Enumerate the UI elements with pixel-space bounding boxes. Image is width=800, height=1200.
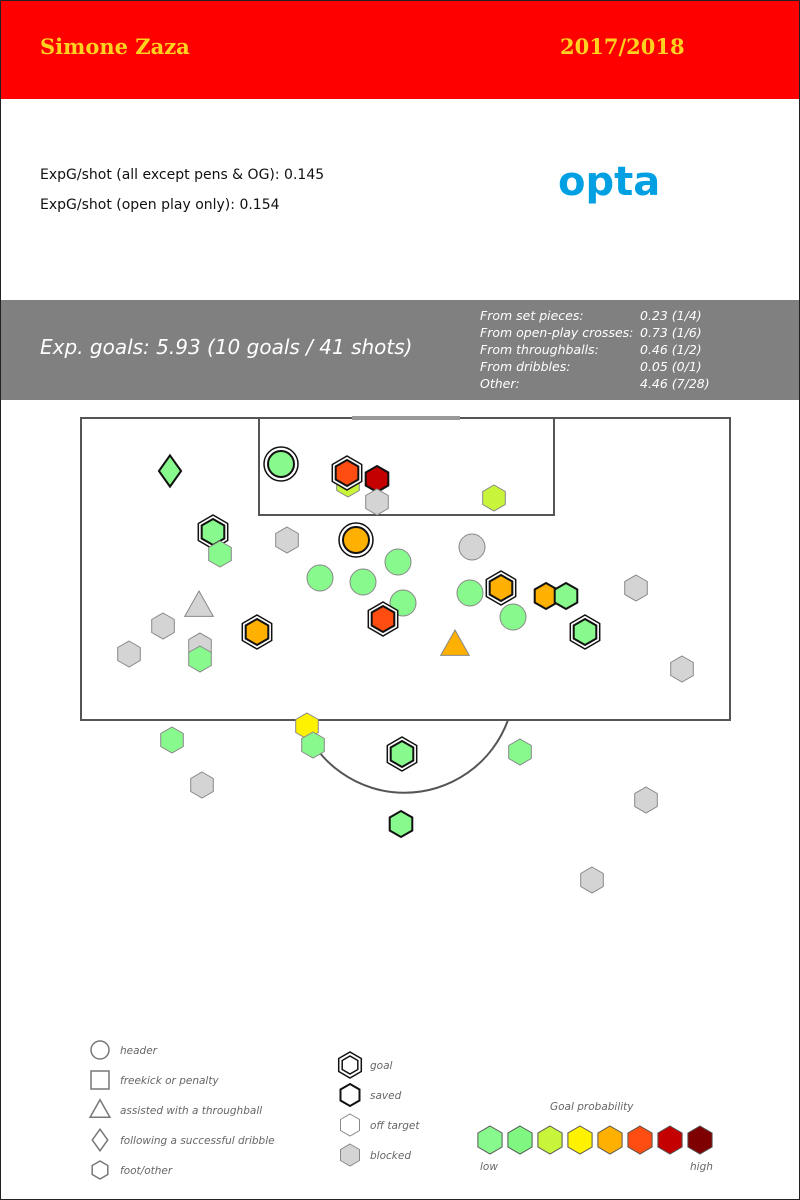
goal-probability-low: low	[480, 1161, 498, 1173]
legend-label: header	[120, 1045, 158, 1057]
shot-marker	[183, 589, 215, 617]
shot-marker	[301, 731, 325, 759]
shot-map	[80, 416, 731, 894]
probability-swatch	[627, 1125, 653, 1155]
legend-item-saved: saved	[339, 1082, 402, 1108]
breakdown-value-crosses: 0.73 (1/6)	[640, 325, 702, 340]
shot-marker	[117, 640, 141, 668]
summary-band	[1, 300, 799, 400]
legend-label: goal	[370, 1060, 393, 1072]
breakdown-label-crosses: From open-play crosses:	[480, 325, 634, 340]
legend-item-circle: header	[90, 1040, 158, 1060]
legend-item-blocked: blocked	[340, 1143, 411, 1167]
shot-marker	[197, 514, 229, 550]
shot-marker	[157, 453, 183, 489]
shot-marker	[338, 522, 374, 558]
shot-marker	[670, 655, 694, 683]
shot-marker	[331, 455, 363, 491]
shot-marker	[485, 570, 517, 606]
shot-marker	[388, 809, 414, 839]
legend-label: assisted with a throughball	[120, 1105, 262, 1117]
legend-item-goal: goal	[337, 1051, 393, 1079]
shot-marker	[365, 488, 389, 516]
shot-marker	[580, 866, 604, 894]
shot-marker	[482, 484, 506, 512]
probability-swatch	[597, 1125, 623, 1155]
legend-label: foot/other	[120, 1165, 173, 1177]
opta-logo: opta	[558, 159, 660, 205]
probability-swatch	[687, 1125, 713, 1155]
expg-per-shot-all: ExpG/shot (all except pens & OG): 0.145	[40, 167, 325, 183]
shot-marker	[386, 736, 418, 772]
player-name: Simone Zaza	[40, 34, 190, 59]
legend-shape-key: header freekick or penalty assisted with a…	[88, 1040, 275, 1180]
shot-marker	[160, 726, 184, 754]
probability-swatch	[657, 1125, 683, 1155]
shot-marker	[190, 771, 214, 799]
breakdown-value-other: 4.46 (7/28)	[640, 376, 710, 391]
shot-marker	[439, 628, 471, 656]
shot-marker	[456, 579, 484, 607]
shot-marker	[364, 464, 390, 494]
shots-layer	[117, 446, 694, 894]
shot-marker	[499, 603, 527, 631]
probability-swatch	[567, 1125, 593, 1155]
breakdown-value-dribbles: 0.05 (0/1)	[640, 359, 702, 374]
breakdown-label-dribbles: From dribbles:	[480, 359, 571, 374]
breakdown-value-set-pieces: 0.23 (1/4)	[640, 308, 702, 323]
shot-marker	[458, 533, 486, 561]
legend-label: saved	[370, 1090, 402, 1102]
legend-item-triangle: assisted with a throughball	[88, 1098, 262, 1118]
expg-per-shot-open-play: ExpG/shot (open play only): 0.154	[40, 197, 280, 213]
breakdown-label-throughballs: From throughballs:	[480, 342, 599, 357]
shot-marker	[151, 612, 175, 640]
shot-marker	[634, 786, 658, 814]
legend: header freekick or penalty assisted with a…	[88, 1040, 713, 1180]
legend-label: blocked	[370, 1150, 411, 1162]
shot-marker	[306, 564, 334, 592]
legend-label: off target	[370, 1120, 420, 1132]
shot-marker	[188, 645, 212, 673]
header-bar	[1, 1, 799, 99]
probability-swatch	[477, 1125, 503, 1155]
legend-item-off: off target	[340, 1113, 420, 1137]
legend-outcome-key: goal saved off target blocked	[337, 1051, 420, 1167]
shot-marker	[275, 526, 299, 554]
season-label: 2017/2018	[560, 34, 685, 59]
breakdown-label-other: Other:	[480, 376, 520, 391]
shot-marker	[508, 738, 532, 766]
breakdown-label-set-pieces: From set pieces:	[480, 308, 584, 323]
shot-marker	[367, 601, 399, 637]
shot-marker	[384, 548, 412, 576]
probability-swatch	[537, 1125, 563, 1155]
legend-label: freekick or penalty	[120, 1075, 219, 1087]
goal-probability-scale	[477, 1125, 713, 1155]
legend-label: following a successful dribble	[120, 1135, 275, 1147]
legend-item-hexagon: foot/other	[91, 1160, 173, 1180]
legend-item-square: freekick or penalty	[90, 1070, 219, 1090]
expected-goals-summary: Exp. goals: 5.93 (10 goals / 41 shots)	[40, 335, 413, 359]
legend-item-diamond: following a successful dribble	[91, 1127, 275, 1153]
opta-logo-text: opta	[558, 159, 660, 205]
shot-marker	[263, 446, 299, 482]
probability-swatch	[507, 1125, 533, 1155]
shot-marker	[624, 574, 648, 602]
shot-marker	[208, 540, 232, 568]
shot-marker	[553, 581, 579, 611]
breakdown-value-throughballs: 0.46 (1/2)	[640, 342, 702, 357]
goal-probability-title: Goal probability	[550, 1101, 634, 1113]
goal-probability-high: high	[690, 1161, 713, 1173]
shot-marker	[569, 614, 601, 650]
six-yard-box	[258, 417, 555, 516]
shot-marker	[349, 568, 377, 596]
shot-marker	[241, 614, 273, 650]
